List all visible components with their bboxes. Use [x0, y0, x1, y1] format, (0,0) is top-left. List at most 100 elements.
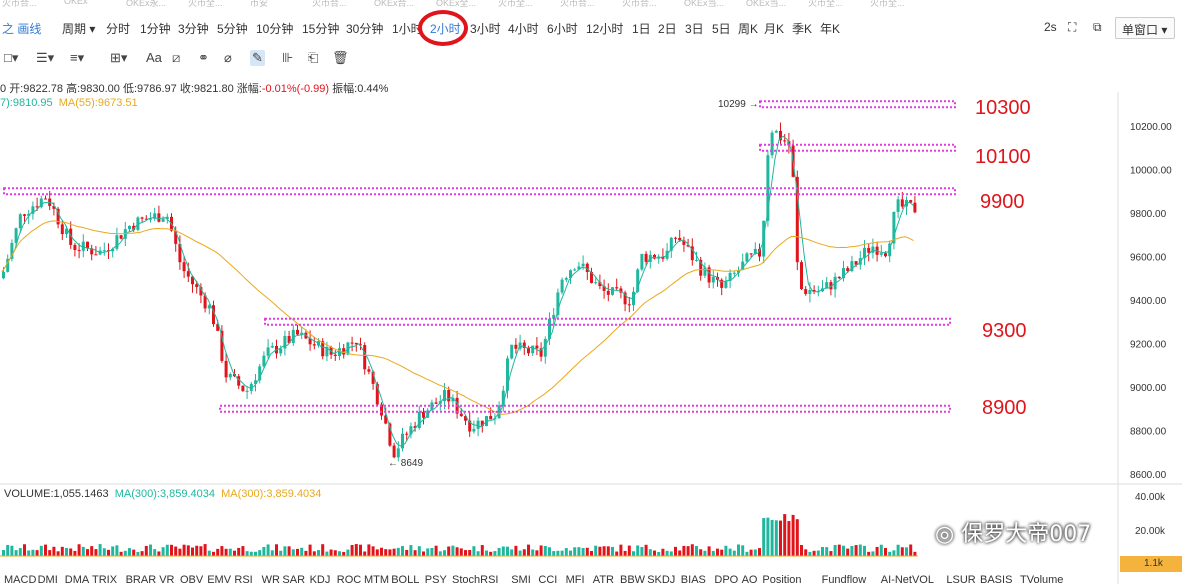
indicator-tab[interactable]: SMI	[511, 574, 531, 584]
interval-10[interactable]: 4小时	[508, 22, 539, 36]
interval-14[interactable]: 2日	[658, 22, 677, 36]
indicator-tab[interactable]: MTM	[364, 574, 390, 584]
indicator-tab[interactable]: EMV	[207, 574, 232, 584]
indicator-tab[interactable]: OBV	[180, 574, 204, 584]
exchange-tab[interactable]: 火币合...	[622, 0, 657, 8]
trash-icon[interactable]: 🗑	[332, 50, 349, 65]
exchange-tab[interactable]: OKEx合...	[374, 0, 415, 8]
indicator-tab[interactable]: CCI	[538, 574, 558, 584]
candle-body	[434, 402, 438, 404]
interval-20[interactable]: 年K	[820, 22, 841, 36]
lock-icon[interactable]: ⎗	[308, 50, 319, 65]
indicator-tab[interactable]: PSY	[424, 574, 447, 584]
exchange-tab[interactable]: OKEx	[64, 0, 88, 6]
interval-6[interactable]: 30分钟	[346, 22, 384, 36]
exchange-tab[interactable]: 币安	[250, 0, 269, 8]
indicator-tab[interactable]: MFI	[565, 574, 585, 584]
exchange-tab[interactable]: OKEx全...	[436, 0, 477, 8]
exchange-tab[interactable]: 火币合...	[2, 0, 37, 8]
refresh-rate[interactable]: 2s	[1044, 20, 1057, 34]
indicator-tab[interactable]: Fundflow	[821, 574, 867, 584]
interval-7[interactable]: 1小时	[392, 22, 423, 36]
ruler-icon[interactable]: ⌀	[224, 50, 232, 65]
exchange-tab[interactable]: 火币全...	[188, 0, 223, 8]
exchange-tab[interactable]: 火币全...	[870, 0, 905, 8]
candle-body	[661, 256, 665, 259]
interval-12[interactable]: 12小时	[586, 22, 624, 36]
exchange-tab[interactable]: 火币合...	[312, 0, 347, 8]
candle-body	[27, 213, 31, 216]
text-tool[interactable]: Aa	[146, 50, 162, 65]
exchange-tab[interactable]: 火币合...	[560, 0, 595, 8]
indicator-tab[interactable]: BBW	[620, 574, 646, 584]
indicator-tab[interactable]: TRIX	[92, 574, 118, 584]
link-icon[interactable]: ⚭	[198, 50, 209, 65]
indicator-tab[interactable]: DMI	[37, 574, 58, 584]
list-icon[interactable]: ☰▾	[36, 50, 55, 65]
indicator-tab[interactable]: SKDJ	[647, 574, 676, 584]
candle-body	[585, 263, 589, 272]
indicator-tab[interactable]: DMA	[64, 574, 90, 584]
window-layout-select[interactable]: 单窗口 ▾	[1115, 17, 1175, 39]
indicator-tab[interactable]: AI-NetVOL	[880, 574, 934, 584]
volume-bar	[346, 549, 350, 556]
volume-bar	[296, 548, 299, 556]
indicator-tab[interactable]: RSI	[234, 574, 253, 584]
indicator-tab[interactable]: MACD	[4, 574, 37, 584]
indicator-tab[interactable]: BRAR	[125, 574, 157, 584]
volume-bar	[611, 546, 614, 556]
measure-icon[interactable]: ⊪	[282, 50, 294, 65]
interval-3[interactable]: 5分钟	[217, 22, 248, 36]
candle-body	[262, 355, 266, 367]
volume-bar	[837, 544, 841, 556]
menu-icon[interactable]: ≡▾	[70, 50, 85, 65]
interval-5[interactable]: 15分钟	[302, 22, 340, 36]
volume-bar	[686, 546, 690, 556]
period-dropdown[interactable]: 周期 ▾	[62, 22, 96, 36]
indicator-tab[interactable]: ATR	[592, 574, 614, 584]
interval-18[interactable]: 月K	[764, 22, 785, 36]
interval-11[interactable]: 6小时	[547, 22, 578, 36]
volume-bar	[774, 520, 778, 556]
indicator-tab[interactable]: ROC	[336, 574, 362, 584]
indicator-tab[interactable]: KDJ	[309, 574, 331, 584]
indicator-tab[interactable]: BOLL	[391, 574, 420, 584]
window-icon[interactable]: ⧉	[1093, 20, 1102, 34]
indicator-tab[interactable]: BASIS	[980, 574, 1013, 584]
interval-1[interactable]: 1分钟	[140, 22, 171, 36]
indicator-tab[interactable]: LSUR	[946, 574, 976, 584]
interval-4[interactable]: 10分钟	[256, 22, 294, 36]
indicator-tab[interactable]: BIAS	[680, 574, 706, 584]
indicator-tab[interactable]: StochRSI	[452, 574, 499, 584]
exchange-tab[interactable]: OKEx当...	[746, 0, 787, 8]
indicator-tab[interactable]: VR	[159, 574, 175, 584]
interval-13[interactable]: 1日	[632, 22, 651, 36]
rect-icon[interactable]: □▾	[4, 50, 19, 65]
exchange-tab[interactable]: OKEx永...	[126, 0, 167, 8]
interval-2[interactable]: 3分钟	[178, 22, 209, 36]
indicator-tab[interactable]: AO	[741, 574, 758, 584]
indicator-tab[interactable]: WR	[261, 574, 280, 584]
candle-body	[174, 230, 178, 244]
exchange-tab[interactable]: 火币全...	[808, 0, 843, 8]
indicator-tab[interactable]: DPO	[714, 574, 739, 584]
interval-15[interactable]: 3日	[685, 22, 704, 36]
magnet-icon[interactable]: ⧄	[172, 50, 181, 65]
interval-0[interactable]: 分时	[106, 22, 131, 36]
interval-16[interactable]: 5日	[712, 22, 731, 36]
pen-icon[interactable]: ✎	[250, 50, 265, 66]
indicator-tab[interactable]: SAR	[282, 574, 306, 584]
volume-bar	[321, 544, 325, 556]
fullscreen-icon[interactable]: ⛶	[1068, 20, 1077, 34]
indicator-tab[interactable]: Position	[762, 574, 802, 584]
interval-17[interactable]: 周K	[738, 22, 759, 36]
interval-19[interactable]: 季K	[792, 22, 813, 36]
crosshair-icon[interactable]: ⊞▾	[110, 50, 128, 65]
draw-line-button[interactable]: 之 画线	[2, 22, 42, 36]
indicator-tab[interactable]: TVolume	[1020, 574, 1064, 584]
exchange-tab[interactable]: 火币全...	[498, 0, 533, 8]
interval-9[interactable]: 3小时	[470, 22, 501, 36]
exchange-tabs[interactable]: 火币合... OKEx OKEx永... 火币全... 币安 火币合... OKEx合...…	[0, 0, 1182, 12]
exchange-tab[interactable]: OKEx当...	[684, 0, 725, 8]
